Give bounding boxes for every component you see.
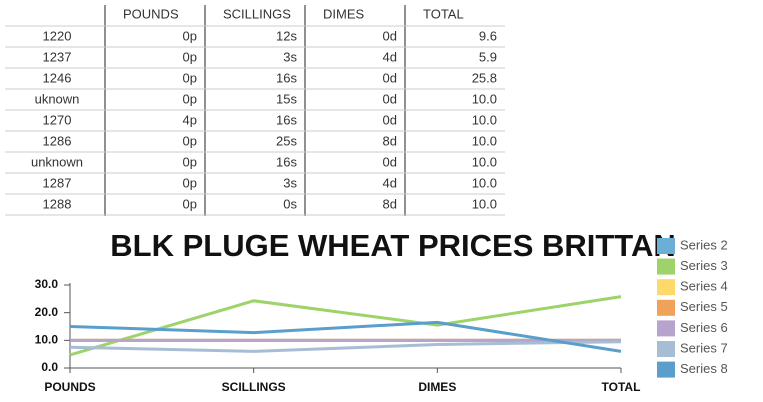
table-cell: 3s	[283, 175, 297, 190]
y-tick-label: 10.0	[35, 333, 59, 347]
row-label: 1287	[43, 175, 72, 190]
table-cell: 0p	[183, 175, 197, 190]
legend-label: Series 5	[680, 299, 728, 314]
x-tick-label: SCILLINGS	[222, 380, 286, 394]
table-cell: 0p	[183, 154, 197, 169]
x-tick-label: POUNDS	[44, 380, 95, 394]
table-cell: 16s	[276, 112, 297, 127]
series-line	[69, 295, 622, 357]
column-header: SCILLINGS	[223, 6, 291, 21]
y-tick-label: 20.0	[35, 305, 59, 319]
x-tick-label: TOTAL	[602, 380, 641, 394]
table-cell: 0p	[183, 28, 197, 43]
y-tick-label: 0.0	[41, 360, 58, 374]
table-cell: 16s	[276, 154, 297, 169]
row-label: 1270	[43, 112, 72, 127]
legend-swatch	[657, 361, 675, 378]
legend-swatch	[657, 320, 675, 337]
legend-swatch	[657, 279, 675, 296]
table-cell: 15s	[276, 91, 297, 106]
legend-label: Series 2	[680, 237, 728, 252]
table-cell: 25.8	[472, 70, 497, 85]
table-cell: 10.0	[472, 175, 497, 190]
table-cell: 0d	[383, 154, 397, 169]
table-cell: 0p	[183, 91, 197, 106]
table-cell: 0d	[383, 70, 397, 85]
legend-swatch	[657, 299, 675, 316]
column-header: TOTAL	[423, 6, 464, 21]
chart-title: BLK PLUGE WHEAT PRICES BRITTAN	[110, 228, 675, 263]
legend-label: Series 6	[680, 320, 728, 335]
legend-swatch	[657, 238, 675, 254]
table-cell: 10.0	[472, 196, 497, 211]
table-cell: 12s	[276, 28, 297, 43]
table-cell: 10.0	[472, 154, 497, 169]
y-tick-label: 30.0	[35, 277, 59, 291]
table-cell: 16s	[276, 70, 297, 85]
table-cell: 10.0	[472, 133, 497, 148]
row-label: unknown	[31, 154, 83, 169]
row-label: 1237	[43, 49, 72, 64]
table-cell: 9.6	[479, 28, 497, 43]
table-cell: 3s	[283, 49, 297, 64]
table-cell: 0d	[383, 112, 397, 127]
row-label: 1288	[43, 196, 72, 211]
legend-label: Series 8	[680, 361, 728, 376]
legend-label: Series 4	[680, 279, 728, 294]
table-cell: 0p	[183, 196, 197, 211]
table-cell: 8d	[383, 133, 397, 148]
row-label: 1286	[43, 133, 72, 148]
row-label: 1220	[43, 28, 72, 43]
table-cell: 4p	[183, 112, 197, 127]
column-header: POUNDS	[123, 6, 179, 21]
table-cell: 4d	[383, 49, 397, 64]
row-label: uknown	[35, 91, 80, 106]
table-cell: 0d	[383, 91, 397, 106]
legend-swatch	[657, 341, 675, 357]
table-cell: 0p	[183, 133, 197, 148]
legend-swatch	[657, 258, 675, 275]
column-header: DIMES	[323, 6, 365, 21]
table-cell: 0s	[283, 196, 297, 211]
table-cell: 4d	[383, 175, 397, 190]
table-cell: 0d	[383, 28, 397, 43]
table-cell: 10.0	[472, 112, 497, 127]
table-cell: 5.9	[479, 49, 497, 64]
table-cell: 0p	[183, 70, 197, 85]
legend-label: Series 7	[680, 340, 728, 355]
series-line	[69, 340, 622, 353]
table-cell: 25s	[276, 133, 297, 148]
table-cell: 8d	[383, 196, 397, 211]
table-cell: 10.0	[472, 91, 497, 106]
table-cell: 0p	[183, 49, 197, 64]
x-tick-label: DIMES	[418, 380, 456, 394]
legend-label: Series 3	[680, 258, 728, 273]
series-line	[69, 320, 622, 353]
row-label: 1246	[43, 70, 72, 85]
